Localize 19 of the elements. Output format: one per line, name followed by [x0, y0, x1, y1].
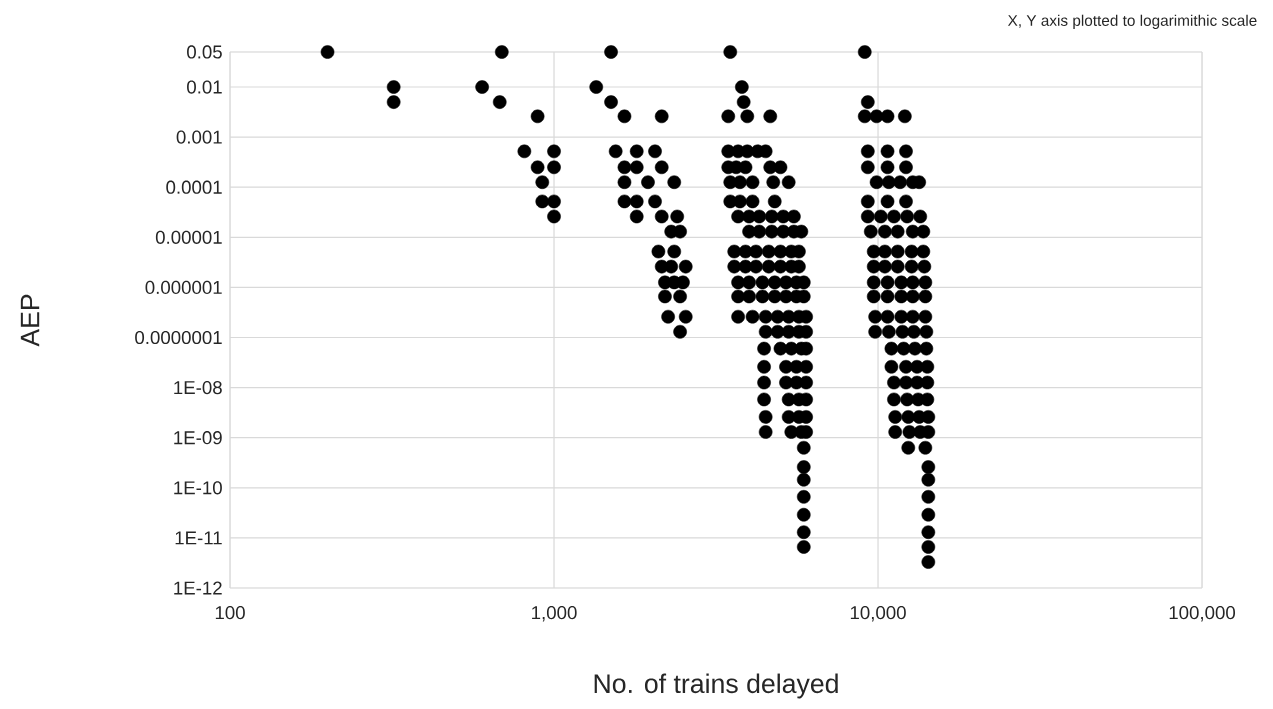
- y-tick-label: 0.01: [187, 80, 222, 94]
- y-tick-label: 1E-12: [174, 581, 222, 595]
- x-axis-title: No. of trains delayed: [594, 673, 838, 699]
- text: X, Y axis plotted to logarimithic scale: [1007, 14, 1257, 29]
- x-tick-label: 100: [215, 606, 245, 620]
- x-tick-label: 100,000: [1169, 606, 1236, 622]
- x-tick-label: 10,000: [850, 606, 906, 622]
- y-tick-label: 1E-10: [174, 481, 222, 495]
- y-tick-label: 0.00001: [155, 230, 222, 244]
- y-tick-label: 0.001: [176, 130, 222, 144]
- y-tick-label: 0.0000001: [135, 330, 222, 345]
- y-tick-label: 1E-11: [175, 531, 222, 545]
- x-tick-label: 1,000: [532, 606, 577, 622]
- y-tick-label: 0.000001: [145, 280, 222, 295]
- y-tick-label: 1E-09: [174, 431, 222, 445]
- y-tick-label: 0.0001: [166, 180, 222, 194]
- y-tick-label: 0.05: [187, 45, 222, 59]
- y-axis-title: AEP: [20, 294, 40, 347]
- y-tick-label: 1E-08: [174, 380, 222, 395]
